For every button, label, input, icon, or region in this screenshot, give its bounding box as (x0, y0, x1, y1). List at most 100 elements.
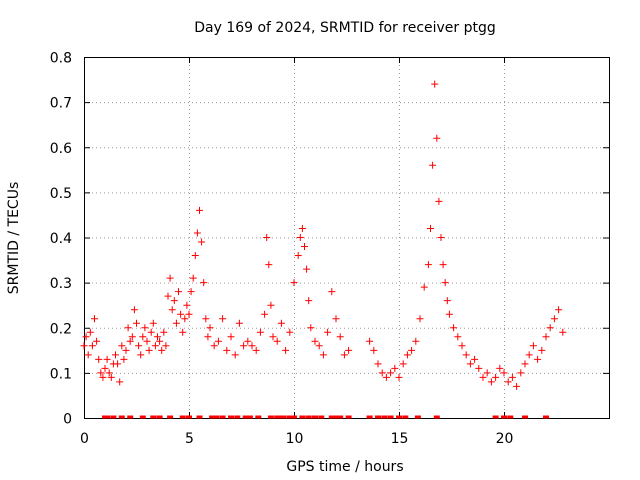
data-point (112, 351, 119, 359)
data-point (513, 382, 521, 390)
data-point (431, 80, 439, 88)
data-point (97, 369, 105, 377)
data-point (107, 373, 115, 381)
data-point (139, 333, 147, 341)
data-point (471, 355, 479, 363)
data-point (424, 261, 432, 269)
data-point (256, 328, 264, 336)
data-point (227, 333, 235, 341)
data-point (91, 315, 98, 323)
data-point (439, 261, 447, 269)
data-point (525, 351, 533, 359)
data-point (240, 342, 248, 350)
data-point (135, 342, 143, 350)
data-point (145, 346, 153, 354)
data-point (298, 224, 306, 232)
data-point (301, 243, 308, 251)
data-point (429, 161, 437, 169)
y-tick-label: 0.3 (50, 276, 72, 292)
data-point (420, 283, 428, 291)
data-point (158, 346, 166, 354)
data-point (189, 274, 197, 282)
data-point (370, 346, 378, 354)
data-point (555, 306, 563, 314)
data-point (162, 342, 170, 350)
data-point (196, 206, 203, 214)
x-tick-label: 15 (391, 431, 409, 447)
data-points (80, 80, 567, 390)
data-point (210, 342, 218, 350)
x-axis-label: GPS time / hours (286, 459, 403, 475)
data-point (534, 355, 542, 363)
data-point (80, 342, 88, 350)
data-point (88, 342, 96, 350)
data-point (277, 319, 285, 327)
data-point (101, 364, 109, 372)
plot-area (84, 57, 610, 419)
data-point (261, 310, 269, 318)
data-point (122, 346, 130, 354)
data-point (305, 297, 313, 305)
x-tick-label: 10 (286, 431, 304, 447)
data-point (164, 292, 172, 300)
data-point (443, 297, 451, 305)
data-point (93, 337, 101, 345)
x-tick-label: 5 (185, 431, 194, 447)
data-point (204, 333, 212, 341)
data-point (475, 364, 483, 372)
data-point (193, 229, 201, 237)
data-point (84, 351, 92, 359)
data-point (433, 134, 441, 142)
data-point (391, 364, 399, 372)
data-point (319, 351, 327, 359)
data-point (296, 234, 304, 241)
data-point (307, 324, 315, 332)
data-point (156, 337, 164, 345)
data-point (185, 310, 193, 318)
data-point (154, 333, 161, 341)
y-tick-label: 0.1 (50, 366, 72, 382)
data-point (479, 373, 487, 381)
data-point (147, 328, 155, 336)
data-point (290, 279, 298, 287)
data-point (294, 252, 302, 260)
data-point (315, 342, 323, 350)
data-point (496, 364, 504, 372)
data-point (546, 324, 554, 332)
data-point (130, 306, 138, 314)
data-point (126, 337, 134, 345)
x-tick-labels: 0 5 10 15 20 (80, 431, 513, 447)
data-point (559, 328, 567, 336)
data-point (168, 306, 176, 314)
y-tick-label: 0 (63, 412, 72, 428)
data-point (508, 373, 516, 381)
data-point (252, 346, 260, 354)
data-point (529, 342, 537, 350)
chart-title: Day 169 of 2024, SRMTID for receiver ptg… (194, 20, 496, 36)
data-point (191, 252, 199, 260)
data-point (454, 333, 462, 341)
data-point (336, 333, 344, 341)
data-point (441, 279, 449, 287)
data-point (466, 360, 474, 368)
data-point (374, 360, 382, 368)
tick-marks (84, 57, 609, 419)
data-point (550, 315, 558, 323)
data-point (416, 315, 424, 323)
data-point (328, 288, 336, 296)
data-point (387, 369, 395, 377)
data-point (521, 360, 529, 368)
data-point (311, 337, 319, 345)
data-point (403, 351, 411, 359)
grid-lines (84, 57, 609, 418)
data-point (118, 342, 126, 350)
y-tick-label: 0.6 (50, 141, 72, 157)
data-point (170, 297, 178, 305)
data-point (458, 342, 466, 350)
data-point (483, 369, 491, 377)
data-point (487, 378, 495, 386)
y-axis-label: SRMTID / TECUs (6, 182, 22, 295)
data-point (198, 238, 206, 246)
data-point (412, 337, 420, 345)
data-point (303, 265, 311, 273)
